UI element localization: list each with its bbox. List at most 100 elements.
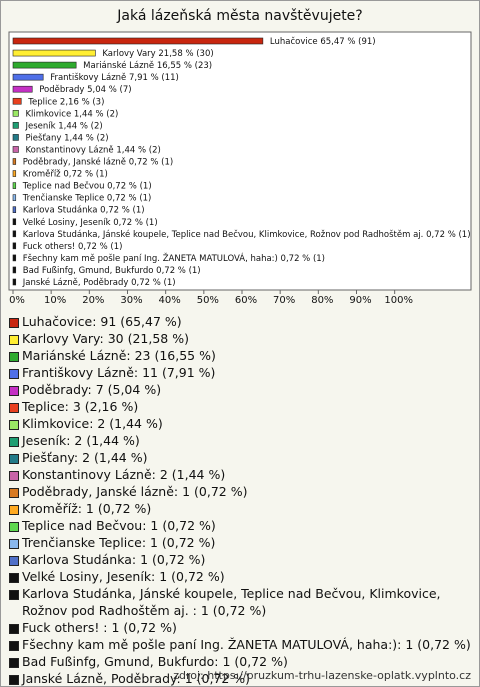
x-tick-label: 90% <box>349 295 371 306</box>
legend-item: Konstantinovy Lázně: 2 (1,44 %) <box>9 467 471 484</box>
bar <box>12 134 19 141</box>
legend-swatch <box>9 471 19 481</box>
x-tick-label: 40% <box>159 295 181 306</box>
legend-swatch <box>9 590 19 600</box>
legend-swatch <box>9 640 19 651</box>
bar <box>12 206 17 213</box>
bar <box>12 49 96 57</box>
bar-label: Velké Losiny, Jeseník 0,72 % (1) <box>23 217 158 228</box>
legend-swatch <box>9 352 19 362</box>
legend-swatch <box>9 657 19 668</box>
legend-swatch <box>9 539 19 549</box>
legend-swatch <box>9 437 19 447</box>
legend-item: Mariánské Lázně: 23 (16,55 %) <box>9 348 471 365</box>
legend-label: Janské Lázně, Poděbrady: 1 (0,72 %) <box>22 670 251 686</box>
legend-swatch <box>9 505 19 515</box>
legend-label: Jeseník: 2 (1,44 %) <box>22 433 140 448</box>
legend-label: Fšechny kam mě pošle paní Ing. ŽANETA MA… <box>22 636 471 652</box>
legend-swatch <box>9 335 19 345</box>
bar <box>12 230 17 238</box>
x-tick-label: 10% <box>44 295 66 306</box>
legend-item: Fuck others! : 1 (0,72 %) <box>9 620 471 637</box>
bar-label: Poděbrady 5,04 % (7) <box>39 85 131 95</box>
legend-item: Trenčianske Teplice: 1 (0,72 %) <box>9 535 471 552</box>
legend-swatch <box>9 674 19 685</box>
legend-item: Kroměříž: 1 (0,72 %) <box>9 501 471 518</box>
bar-label: Karlova Studánka, Jánské koupele, Teplic… <box>23 229 471 240</box>
x-tick-label: 20% <box>82 295 104 306</box>
legend-swatch <box>9 386 19 396</box>
legend-item: Františkovy Lázně: 11 (7,91 %) <box>9 365 471 382</box>
bar <box>12 194 17 201</box>
legend-item: Klimkovice: 2 (1,44 %) <box>9 416 471 433</box>
legend-label: Luhačovice: 91 (65,47 %) <box>22 314 182 329</box>
legend-swatch <box>9 454 19 464</box>
bar-label: Mariánské Lázně 16,55 % (23) <box>83 60 212 71</box>
bar-label: Jeseník 1,44 % (2) <box>24 121 102 131</box>
legend-item: Bad Fußinfg, Gmund, Bukfurdo: 1 (0,72 %) <box>9 654 471 671</box>
bar-label: Trenčianske Teplice 0,72 % (1) <box>22 193 152 204</box>
bar <box>12 254 17 262</box>
x-tick-label: 30% <box>120 295 142 306</box>
legend-swatch <box>9 623 19 634</box>
bar-label: Františkovy Lázně 7,91 % (11) <box>50 72 179 83</box>
legend-item: Piešťany: 2 (1,44 %) <box>9 450 471 467</box>
legend-label: Karlova Studánka, Jánské koupele, Teplic… <box>22 586 441 618</box>
bar <box>12 97 22 105</box>
x-tick-label: 70% <box>273 295 295 306</box>
legend-label: Poděbrady: 7 (5,04 %) <box>22 382 162 397</box>
source: zdroj: https://pruzkum-trhu-lazenske-opl… <box>173 669 471 682</box>
legend-label: Konstantinovy Lázně: 2 (1,44 %) <box>22 467 226 482</box>
x-tick-label: 50% <box>197 295 219 306</box>
bar <box>12 122 19 129</box>
legend-label: Karlova Studánka: 1 (0,72 %) <box>22 552 206 567</box>
legend-swatch <box>9 420 19 430</box>
legend-label: Kroměříž: 1 (0,72 %) <box>22 501 152 516</box>
bar-label: Luhačovice 65,47 % (91) <box>270 36 376 47</box>
x-tick-label: 0% <box>9 295 25 306</box>
bar <box>12 218 17 226</box>
legend-item: Karlova Studánka, Jánské koupele, Teplic… <box>9 586 471 619</box>
legend-item: Janské Lázně, Poděbrady: 1 (0,72 %) <box>9 671 471 687</box>
legend-item: Velké Losiny, Jeseník: 1 (0,72 %) <box>9 569 471 586</box>
bar-label: Klimkovice 1,44 % (2) <box>25 109 118 119</box>
bar <box>12 266 17 274</box>
legend-swatch <box>9 318 19 328</box>
bar <box>12 85 33 93</box>
bar-label: Karlovy Vary 21,58 % (30) <box>102 49 213 59</box>
legend-swatch <box>9 403 19 413</box>
legend-item: Karlova Studánka: 1 (0,72 %) <box>9 552 471 569</box>
plot-area <box>8 31 472 291</box>
x-tick-label: 80% <box>311 295 333 306</box>
legend-swatch <box>9 522 19 532</box>
bar <box>12 182 17 189</box>
legend-label: Teplice: 3 (2,16 %) <box>22 399 139 414</box>
legend-item: Poděbrady: 7 (5,04 %) <box>9 382 471 399</box>
bar <box>12 170 17 177</box>
legend-swatch <box>9 573 19 583</box>
bar-label: Karlova Studánka 0,72 % (1) <box>23 206 145 216</box>
legend-label: Bad Fußinfg, Gmund, Bukfurdo: 1 (0,72 %) <box>22 653 288 669</box>
bar-label: Konstantinovy Lázně 1,44 % (2) <box>25 145 160 155</box>
legend-label: Trenčianske Teplice: 1 (0,72 %) <box>22 535 216 550</box>
legend-label: Poděbrady, Janské lázně: 1 (0,72 %) <box>22 484 248 499</box>
legend-item: Teplice: 3 (2,16 %) <box>9 399 471 416</box>
legend: Luhačovice: 91 (65,47 %) Karlovy Vary: 30… <box>9 314 471 687</box>
legend-item: Karlovy Vary: 30 (21,58 %) <box>9 331 471 348</box>
bar <box>12 278 17 286</box>
bar <box>12 110 19 117</box>
bar-label: Poděbrady, Janské lázně 0,72 % (1) <box>23 157 173 168</box>
legend-label: Klimkovice: 2 (1,44 %) <box>22 416 163 431</box>
bar-label: Fšechny kam mě pošle paní Ing. ŽANETA MA… <box>23 252 325 264</box>
bar-label: Fuck others! 0,72 % (1) <box>23 242 123 252</box>
legend-label: Fuck others! : 1 (0,72 %) <box>22 619 177 635</box>
legend-item: Teplice nad Bečvou: 1 (0,72 %) <box>9 518 471 535</box>
bar-label: Janské Lázně, Poděbrady 0,72 % (1) <box>22 277 176 288</box>
legend-label: Františkovy Lázně: 11 (7,91 %) <box>22 365 216 380</box>
legend-label: Mariánské Lázně: 23 (16,55 %) <box>22 348 216 363</box>
legend-swatch <box>9 369 19 379</box>
legend-label: Piešťany: 2 (1,44 %) <box>22 450 148 465</box>
bar-label: Teplice nad Bečvou 0,72 % (1) <box>22 181 152 192</box>
x-tick-label: 100% <box>384 295 413 306</box>
